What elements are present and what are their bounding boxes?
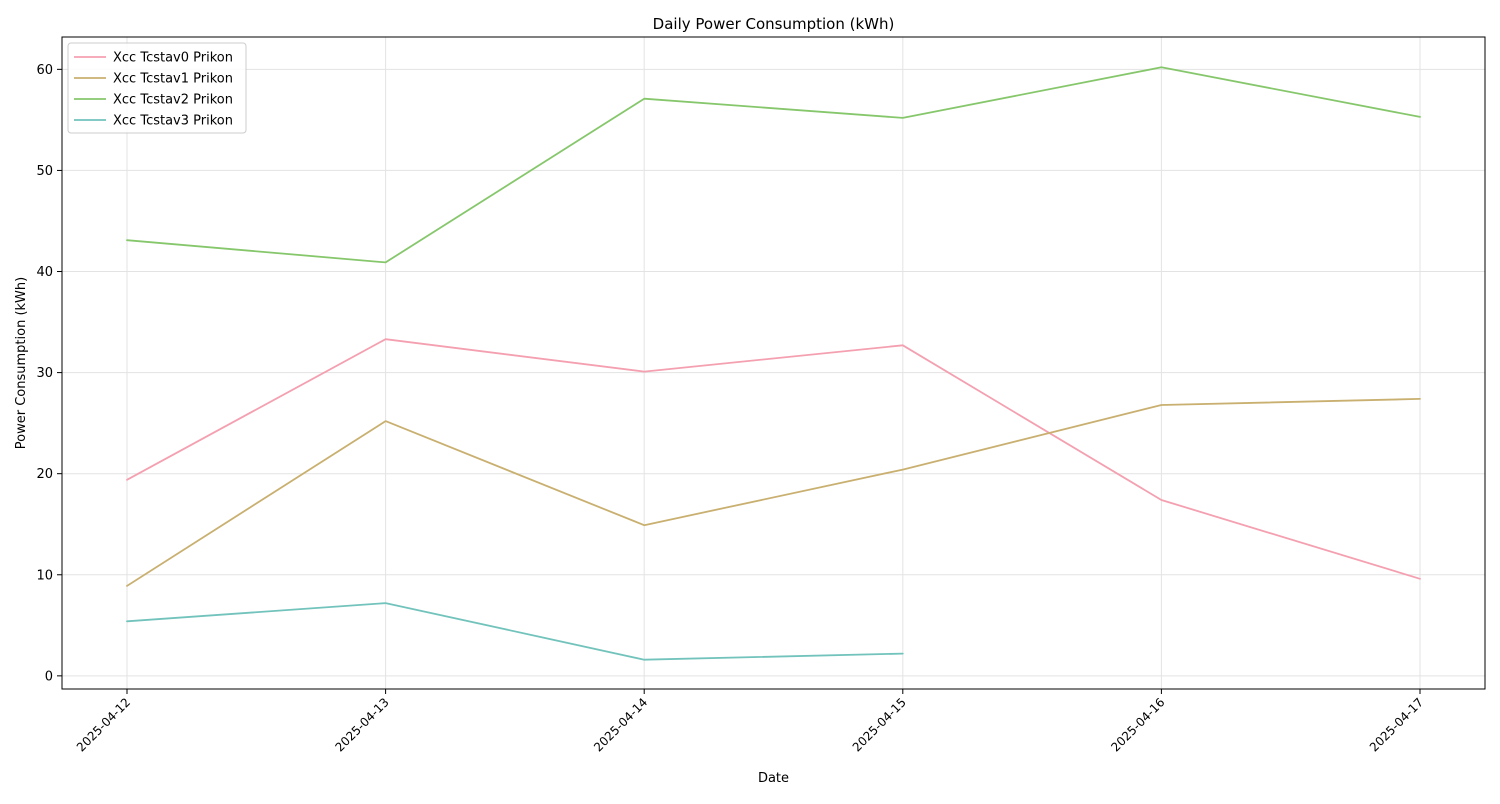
legend-label: Xcc Tcstav0 Prikon [113,51,233,66]
x-axis-label: Date [758,771,789,786]
y-tick-label: 40 [36,265,53,280]
series-line-1 [126,397,1421,587]
y-tick-label: 50 [36,164,53,179]
legend: Xcc Tcstav0 Prikon Xcc Tcstav1 Prikon Xcc … [67,42,247,134]
series-lines [126,66,1421,661]
legend-label: Xcc Tcstav1 Prikon [113,72,233,87]
plot-frame [61,36,1486,690]
legend-box [67,42,247,134]
series-line-0 [126,338,1421,580]
y-tick-label: 20 [36,467,53,482]
series-line-2 [126,66,1421,264]
legend-label: Xcc Tcstav2 Prikon [113,93,233,108]
chart-title: Daily Power Consumption (kWh) [653,15,895,33]
series-line-3 [126,602,904,661]
legend-label: Xcc Tcstav3 Prikon [113,114,233,129]
y-tick-label: 0 [45,669,53,684]
y-tick-label: 10 [36,568,53,583]
y-axis-label: Power Consumption (kWh) [14,277,29,449]
y-tick-label: 30 [36,366,53,381]
y-tick-label: 60 [36,63,53,78]
y-axis: 0 10 20 30 40 50 60 [36,63,62,684]
grid [62,37,1485,689]
